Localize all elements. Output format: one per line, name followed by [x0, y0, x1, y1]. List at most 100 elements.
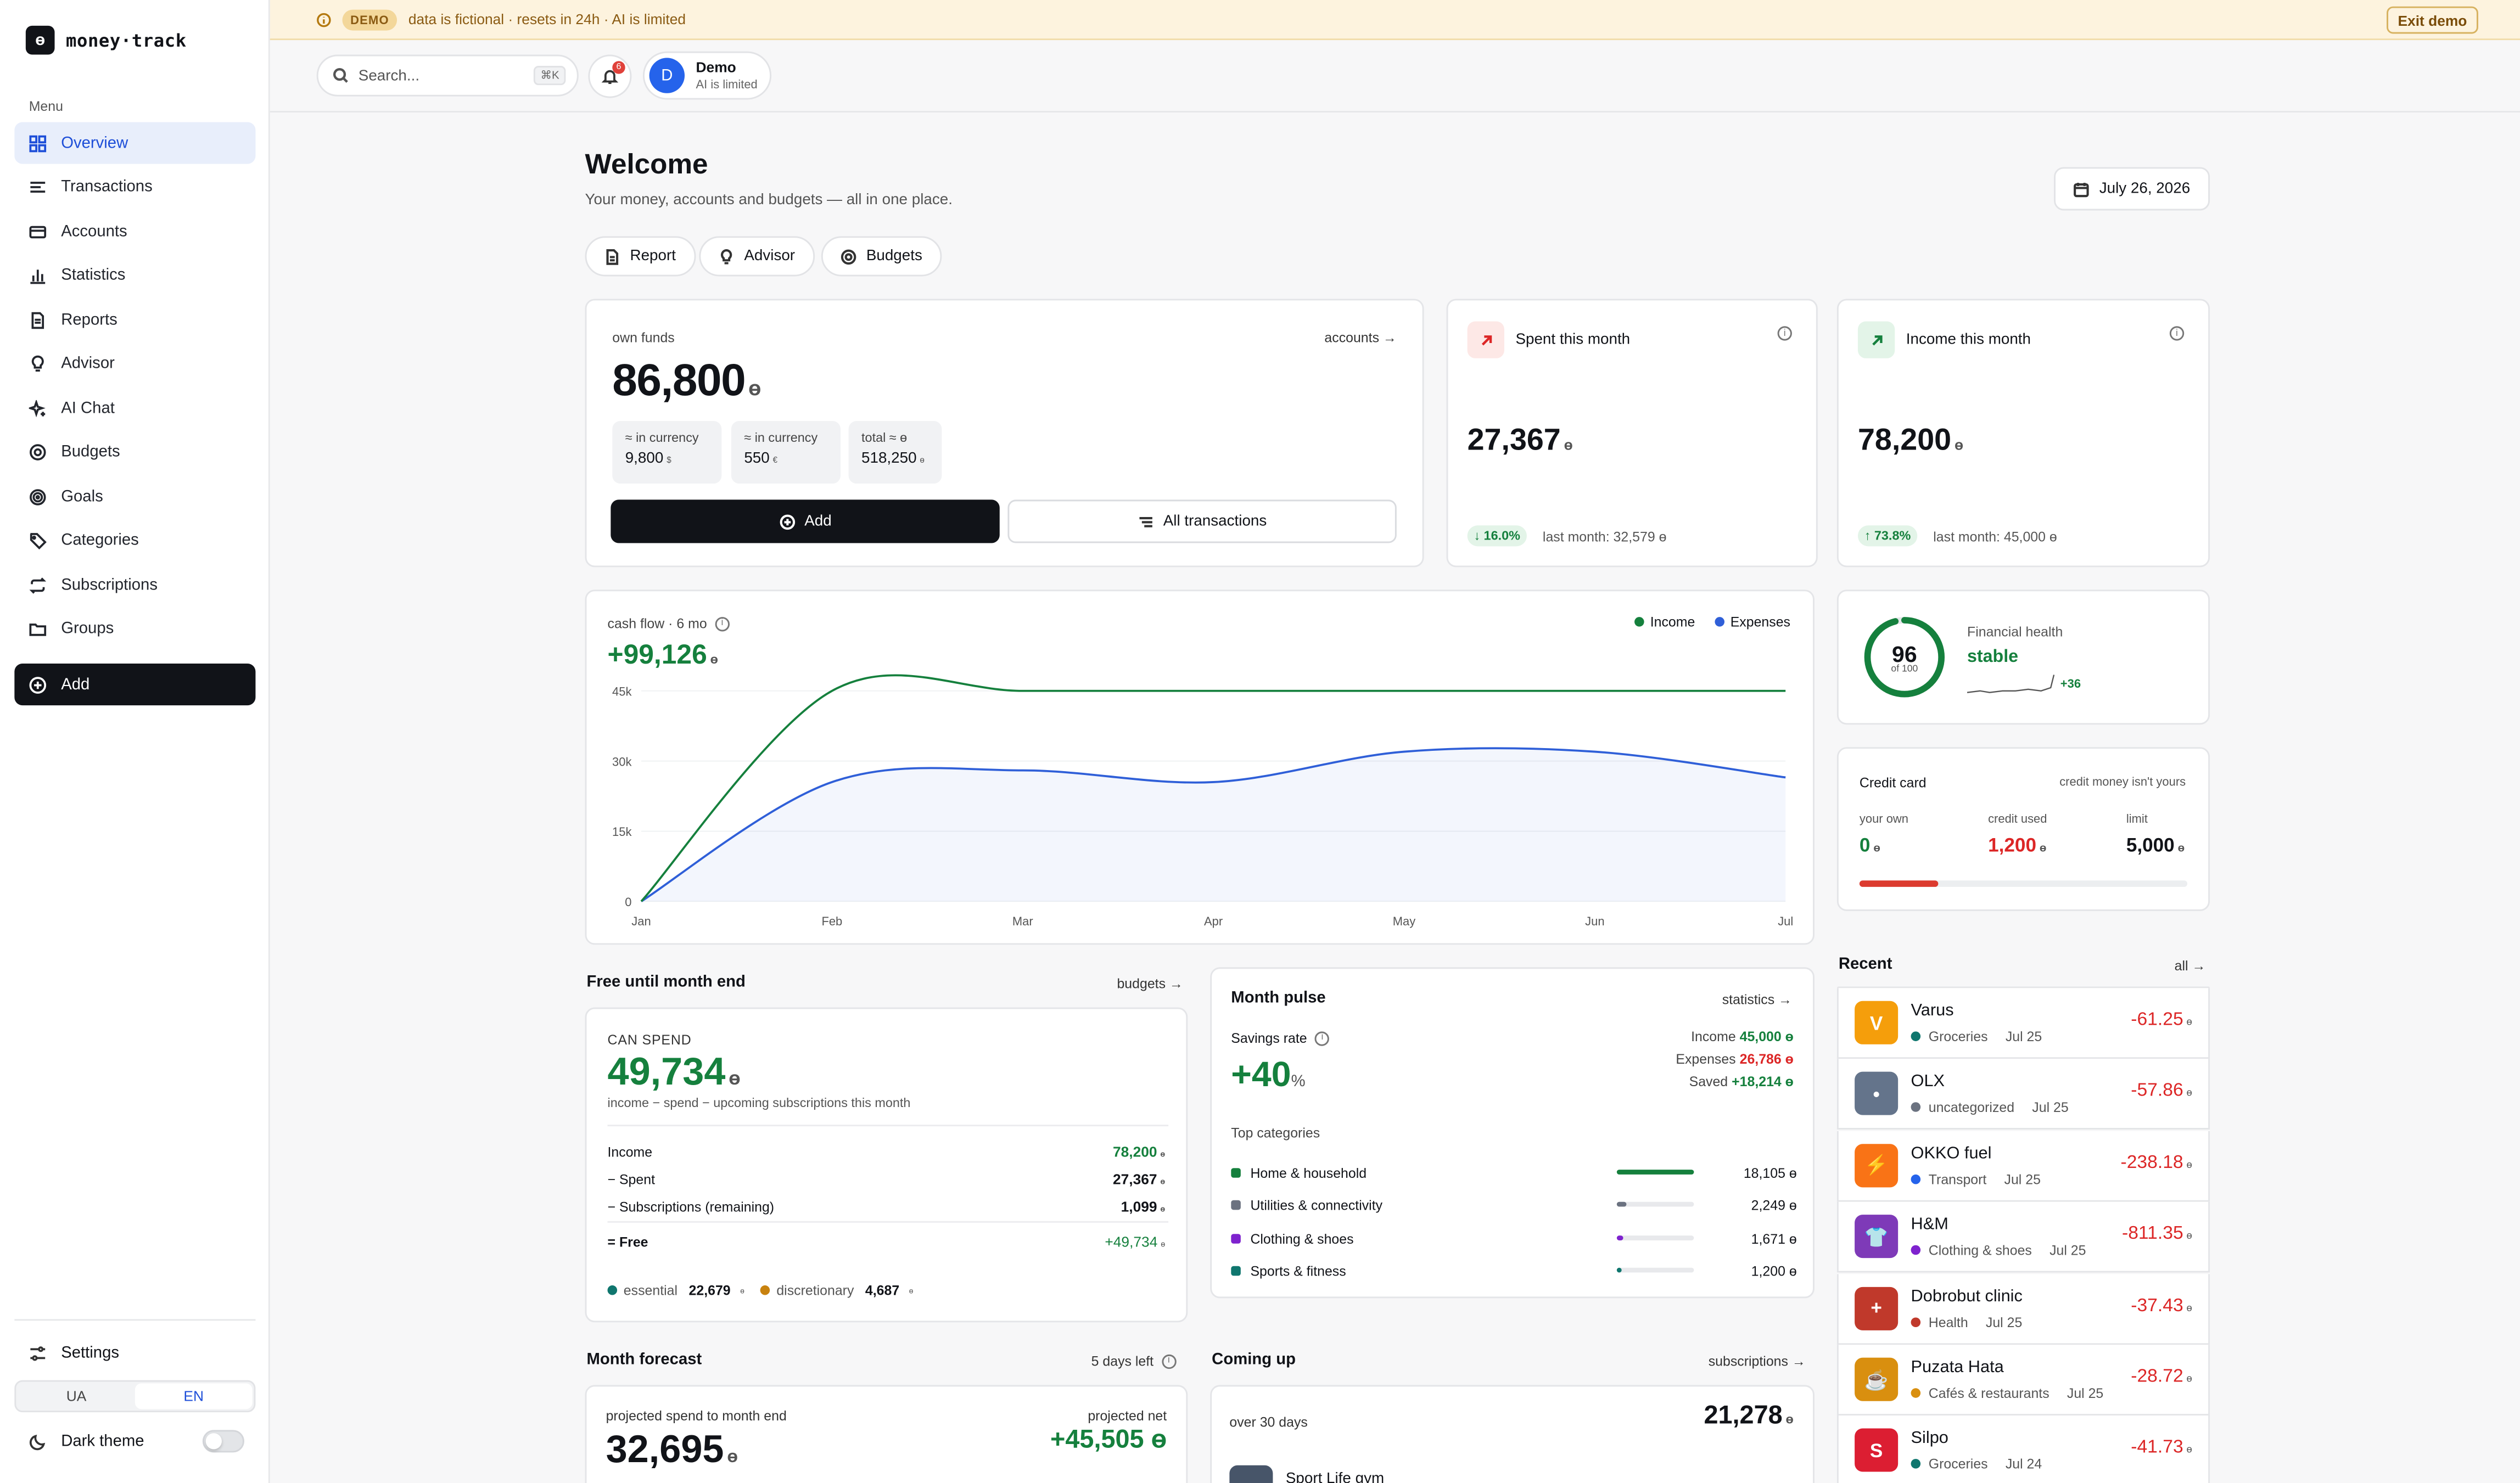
accounts-link[interactable]: accounts → [1324, 329, 1397, 346]
sidebar-item-goals[interactable]: Goals [14, 476, 255, 518]
credit-used-value: 1,200 [1988, 834, 2036, 857]
dark-theme-row: Dark theme [14, 1425, 255, 1458]
search-input[interactable]: Search... ⌘K [316, 54, 579, 97]
pill-currency: $ [667, 456, 671, 466]
cashflow-label: cash flow · 6 mo [607, 615, 707, 632]
info-icon[interactable]: i [2169, 326, 2185, 341]
sidebar-item-overview[interactable]: Overview [14, 122, 256, 164]
sidebar-add-button[interactable]: Add [14, 664, 256, 706]
spent-title: Spent this month [1515, 331, 1631, 349]
sidebar-item-label: Categories [61, 531, 139, 550]
sidebar-item-reports[interactable]: Reports [14, 299, 255, 340]
date-picker-button[interactable]: July 26, 2026 [2054, 167, 2210, 211]
recent-all-link[interactable]: all → [2174, 957, 2206, 974]
pulse-income-label: Income [1691, 1028, 1736, 1044]
category-row[interactable]: Home & household 18,105 ɵ [1231, 1157, 1797, 1189]
category-row[interactable]: Sports & fitness 1,200 ɵ [1231, 1255, 1797, 1287]
category-bar-fill [1616, 1267, 1622, 1273]
currency-sign: ɵ [1954, 437, 1964, 453]
sidebar-item-groups[interactable]: Groups [14, 608, 255, 650]
sidebar-item-accounts[interactable]: Accounts [14, 210, 255, 252]
currency-sign: ɵ [1160, 1179, 1166, 1188]
free-spent-label: − Spent [607, 1171, 656, 1188]
health-label: Financial health [1967, 623, 2063, 640]
sidebar-item-statistics[interactable]: Statistics [14, 255, 255, 296]
pill-value: 550 [744, 450, 770, 468]
recent-transaction[interactable]: S Silpo Groceries Jul 24 -41.73 ɵ [1836, 1416, 2210, 1483]
pill-label: ≈ in currency [625, 430, 699, 445]
currency-sign: ɵ [748, 376, 761, 400]
category-value: 1,671 ɵ [1751, 1230, 1797, 1246]
merchant-icon: S [1855, 1429, 1899, 1473]
free-income-label: Income [607, 1144, 653, 1160]
credit-usage-fill [1859, 880, 1939, 887]
projected-spend-label: projected spend to month end [606, 1407, 787, 1424]
transaction-amount: -28.72 [2131, 1367, 2183, 1387]
transaction-date: Jul 24 [2005, 1456, 2042, 1473]
category-bar [1616, 1267, 1694, 1273]
x-tick-label: Jan [631, 914, 651, 928]
lang-en-button[interactable]: EN [135, 1383, 253, 1409]
sidebar-item-advisor[interactable]: Advisor [14, 343, 255, 385]
transaction-date: Jul 25 [2067, 1385, 2104, 1401]
category-dot [1231, 1201, 1241, 1211]
recent-transaction[interactable]: • OLX uncategorized Jul 25 -57.86 ɵ [1836, 1059, 2210, 1131]
budgets-link[interactable]: budgets → [1117, 975, 1183, 992]
all-transactions-button[interactable]: All transactions [1007, 499, 1397, 543]
free-total-label: = Free [607, 1234, 648, 1250]
sidebar-item-ai-chat[interactable]: AI Chat [14, 387, 255, 429]
merchant-name: Puzata Hata [1911, 1357, 2004, 1377]
pulse-income-value: 45,000 ɵ [1739, 1028, 1794, 1044]
sidebar-item-settings[interactable]: Settings [14, 1334, 255, 1372]
free-income-value: 78,200 [1112, 1144, 1157, 1160]
sidebar-item-subscriptions[interactable]: Subscriptions [14, 564, 255, 606]
currency-pill-eur: ≈ in currency 550 € [731, 420, 841, 484]
sidebar-item-transactions[interactable]: Transactions [14, 166, 255, 208]
folder-icon [29, 623, 47, 636]
statistics-link[interactable]: statistics → [1722, 991, 1792, 1008]
add-transaction-button[interactable]: Add [611, 499, 1000, 543]
lang-ua-button[interactable]: UA [66, 1388, 87, 1405]
credit-own-label: your own [1859, 811, 1908, 826]
grid-icon [29, 134, 47, 151]
report-chip[interactable]: Report [585, 236, 696, 277]
transaction-date: Jul 25 [1985, 1313, 2023, 1330]
recent-transaction[interactable]: + Dobrobut clinic Health Jul 25 -37.43 ɵ [1836, 1273, 2210, 1345]
projected-net-label: projected net [1088, 1407, 1167, 1424]
coming-first-item[interactable]: Sport Life gym [1285, 1470, 1385, 1483]
category-row[interactable]: Utilities & connectivity 2,249 ɵ [1231, 1189, 1797, 1222]
category-row[interactable]: Clothing & shoes 1,671 ɵ [1231, 1222, 1797, 1255]
arrow-up-right-icon [1481, 334, 1491, 345]
recent-transaction[interactable]: V Varus Groceries Jul 25 -61.25 ɵ [1836, 988, 2210, 1059]
transaction-amount: -238.18 [2120, 1153, 2183, 1173]
user-status: AI is limited [696, 77, 758, 92]
financial-health-card: 96 of 100 Financial health stable +36 [1836, 589, 2210, 725]
subscriptions-link[interactable]: subscriptions → [1708, 1352, 1806, 1369]
month-pulse-card: Month pulse statistics → Savings rate i … [1210, 967, 1815, 1299]
info-icon[interactable]: i [1777, 326, 1792, 341]
sidebar-item-budgets[interactable]: Budgets [14, 431, 255, 473]
info-icon[interactable]: i [1161, 1353, 1177, 1368]
info-icon[interactable]: i [1315, 1030, 1330, 1046]
notifications-button[interactable]: 6 [588, 54, 632, 98]
free-note: income − spend − upcoming subscriptions … [607, 1096, 911, 1110]
currency-sign: ɵ [2186, 1231, 2192, 1243]
user-menu[interactable]: D Demo AI is limited [642, 51, 772, 100]
app-logo[interactable]: ɵ money·track [25, 25, 187, 55]
chart-legend: Income Expenses [1634, 614, 1790, 630]
advisor-chip[interactable]: Advisor [699, 236, 815, 277]
recent-transaction[interactable]: ⚡ OKKO fuel Transport Jul 25 -238.18 ɵ [1836, 1131, 2210, 1202]
free-value: 49,734 [607, 1051, 726, 1094]
category-dot [1911, 1388, 1921, 1398]
merchant-icon: 👕 [1855, 1215, 1899, 1259]
income-icon-box [1857, 321, 1895, 358]
dark-theme-toggle[interactable] [202, 1430, 244, 1453]
info-icon[interactable]: i [715, 616, 730, 631]
budgets-chip[interactable]: Budgets [821, 236, 942, 277]
exit-demo-button[interactable]: Exit demo [2386, 6, 2478, 34]
essential-value: 22,679 [688, 1282, 731, 1299]
recent-transaction[interactable]: ☕ Puzata Hata Cafés & restaurants Jul 25 -28… [1836, 1345, 2210, 1416]
sidebar-item-categories[interactable]: Categories [14, 520, 255, 561]
user-name: Demo [696, 59, 736, 76]
recent-transaction[interactable]: 👕 H&M Clothing & shoes Jul 25 -811.35 ɵ [1836, 1202, 2210, 1273]
